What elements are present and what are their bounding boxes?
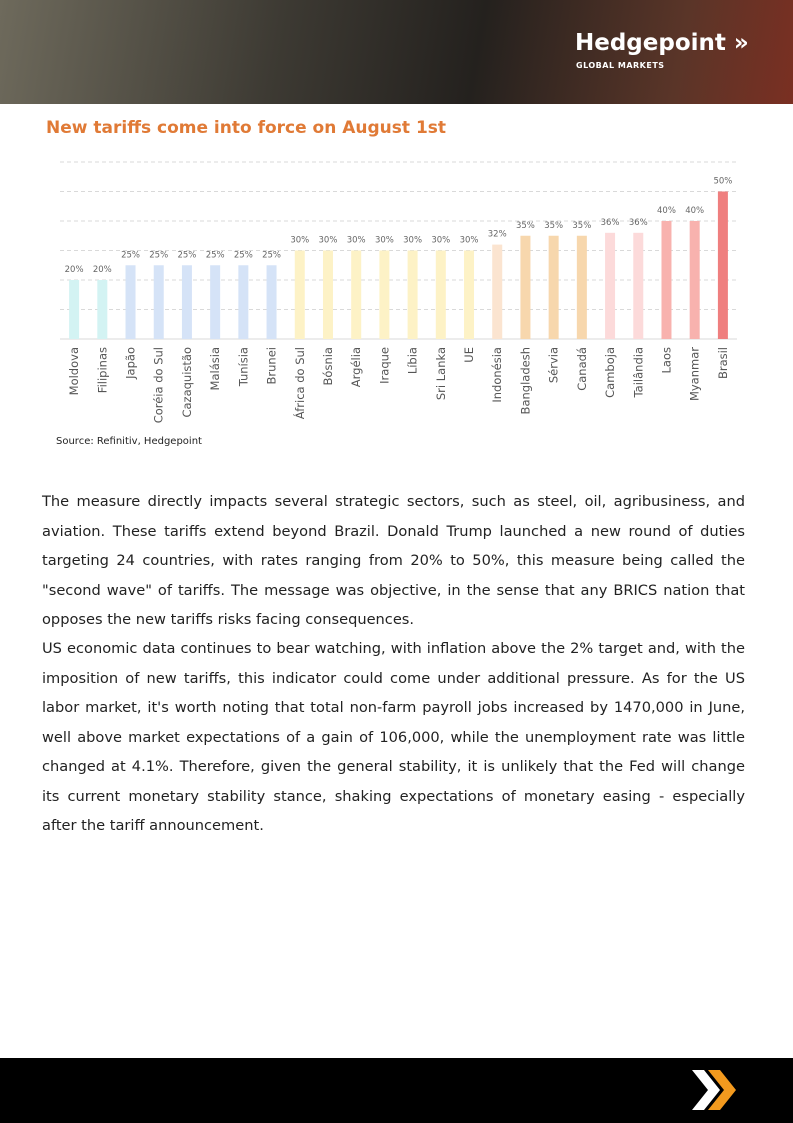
x-tick-label: Cazaquistão [180,347,194,418]
bar [435,250,446,339]
x-tick-label: África do Sul [292,347,307,419]
data-label: 40% [685,206,704,216]
data-label: 25% [121,250,140,260]
header-banner: Hedgepoint » GLOBAL MARKETS [0,0,793,104]
data-label: 25% [177,250,196,260]
data-label: 30% [460,236,479,246]
data-label: 32% [488,230,507,240]
x-tick-label: Sérvia [547,347,561,383]
data-label: 36% [601,218,620,228]
bar [464,250,475,339]
bar [717,191,728,339]
bar [633,232,644,339]
data-label: 35% [572,221,591,231]
x-tick-label: Laos [659,347,673,373]
data-label: 35% [516,221,535,231]
x-tick-label: Tailândia [631,347,645,398]
x-tick-label: Bangladesh [518,347,532,414]
data-label: 50% [713,177,732,187]
data-label: 25% [149,250,168,260]
x-tick-label: Malásia [208,347,222,390]
bar [181,265,192,339]
x-tick-label: Tunísia [236,347,250,387]
x-tick-label: Sri Lanka [434,347,448,400]
brand: Hedgepoint » [575,30,749,56]
x-tick-label: Líbia [406,347,420,374]
bar [492,244,503,339]
data-label: 40% [657,206,676,216]
bar [238,265,249,339]
data-label: 25% [206,250,225,260]
x-tick-label: Bósnia [321,347,335,385]
data-label: 25% [262,250,281,260]
data-label: 30% [375,236,394,246]
x-tick-label: Myanmar [688,347,702,401]
bar [661,221,672,339]
bar [266,265,277,339]
data-label: 30% [347,236,366,246]
bar [548,235,559,339]
data-label: 30% [290,236,309,246]
bar [605,232,616,339]
bar [407,250,418,339]
data-label: 25% [234,250,253,260]
paragraph: The measure directly impacts several str… [42,493,745,628]
bar [153,265,164,339]
data-label: 30% [403,236,422,246]
x-tick-label: Argélia [349,347,363,387]
data-label: 20% [65,265,84,275]
footer-logo [692,1070,736,1110]
x-tick-label: Japão [124,347,138,380]
data-label: 36% [629,218,648,228]
footer [0,1058,793,1123]
bar [125,265,136,339]
x-tick-label: Indonésia [490,347,504,403]
x-tick-label: Filipinas [95,347,109,393]
x-tick-label: Brasil [716,347,730,379]
bar [520,235,531,339]
data-label: 30% [319,236,338,246]
chart-title: New tariffs come into force on August 1s… [46,118,446,138]
x-tick-label: Canadá [575,347,589,391]
x-tick-label: UE [462,347,476,363]
x-tick-label: Moldova [67,347,81,395]
bar [97,280,108,339]
source: Source: Refinitiv, Hedgepoint [56,436,202,447]
data-label: 20% [93,265,112,275]
bar [69,280,80,339]
brand-name: Hedgepoint [575,30,726,56]
bar [322,250,333,339]
data-label: 35% [544,221,563,231]
x-tick-label: Brunei [265,347,279,384]
bar [576,235,587,339]
data-label: 30% [431,236,450,246]
tagline: GLOBAL MARKETS [576,61,665,70]
x-tick-label: Camboja [603,347,617,398]
x-tick-label: Coréia do Sul [152,347,166,423]
chart: New tariffs come into force on August 1s… [46,118,737,447]
bar [351,250,362,339]
bar [689,221,700,339]
bar [379,250,390,339]
paragraph: US economic data continues to bear watch… [42,640,745,834]
bar [294,250,305,339]
bar [210,265,221,339]
x-tick-label: Iraque [377,347,391,384]
